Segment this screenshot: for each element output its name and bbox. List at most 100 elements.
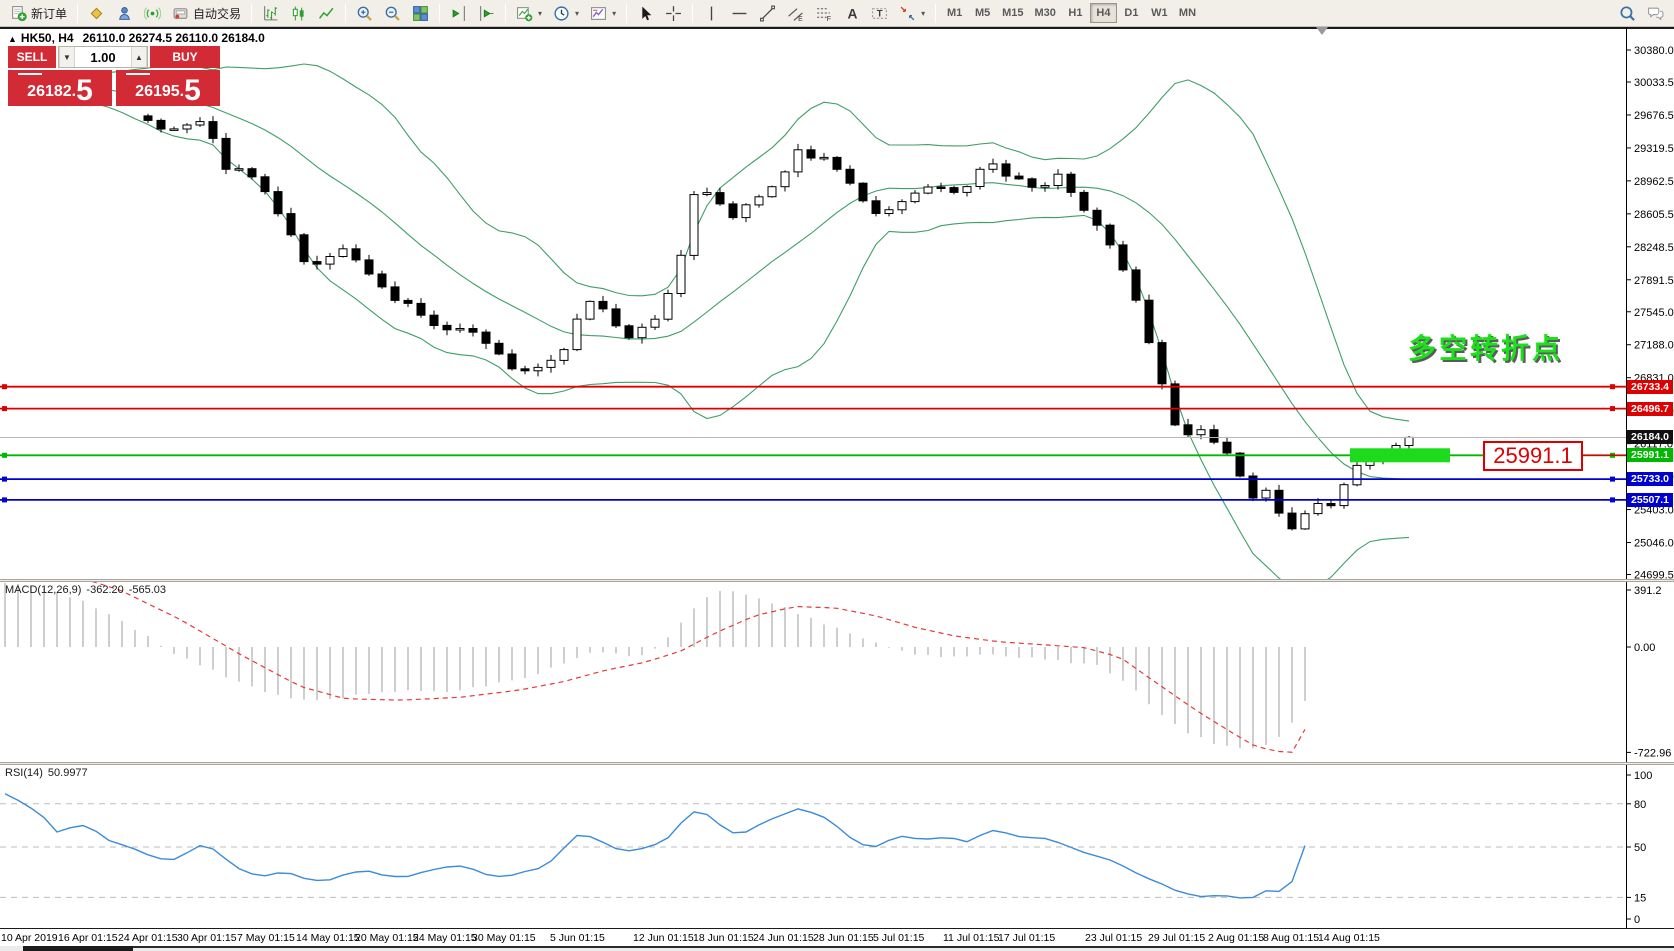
main-chart-canvas[interactable]: 30380.0 30033.5 29676.5 29319.5 28962.5 28605…: [0, 27, 1674, 579]
time-axis-label: 11 Jul 01:15: [943, 932, 1000, 944]
buy-price-display[interactable]: 26195. 5: [116, 70, 220, 106]
axis-price-badge: 26733.4: [1627, 380, 1673, 394]
timeframe-m5-button[interactable]: M5: [969, 3, 996, 23]
templates-button[interactable]: ▾: [585, 2, 621, 24]
svg-text:30380.0: 30380.0: [1634, 45, 1674, 57]
auto-scroll-button[interactable]: [473, 2, 500, 24]
chat-button[interactable]: [1642, 2, 1669, 24]
timeframe-d1-button[interactable]: D1: [1118, 3, 1145, 23]
sell-price-display[interactable]: 26182. 5: [8, 70, 112, 106]
line-chart-button[interactable]: [313, 2, 340, 24]
svg-text:50: 50: [1634, 842, 1646, 854]
svg-text:E: E: [798, 15, 803, 21]
volume-decrease-button[interactable]: ▼: [59, 47, 75, 67]
vertical-line-tool-button[interactable]: [698, 2, 725, 24]
profiles-button[interactable]: [83, 2, 110, 24]
price-callout-box[interactable]: 25991.1: [1483, 441, 1583, 471]
time-axis-label: 29 Jul 01:15: [1148, 932, 1206, 944]
zoom-in-button[interactable]: [351, 2, 378, 24]
one-click-trading-panel: SELL ▼ ▲ BUY 26182.5 26195.5: [8, 46, 220, 106]
timeframe-h4-button[interactable]: H4: [1089, 3, 1117, 23]
timeframe-m30-button[interactable]: M30: [1030, 3, 1061, 23]
bar-chart-button[interactable]: [257, 2, 284, 24]
timeframe-m1-button[interactable]: M1: [941, 3, 968, 23]
svg-text:A: A: [848, 5, 858, 21]
chat-icon: [1647, 5, 1664, 22]
time-axis-label: 24 Apr 01:15: [118, 932, 178, 944]
pane-separator[interactable]: [0, 579, 1674, 582]
text-tool-button[interactable]: A: [838, 2, 865, 24]
chart-shift-button[interactable]: [445, 2, 472, 24]
person-icon: [116, 5, 133, 22]
time-axis-label: 20 May 01:15: [355, 932, 419, 944]
autotrading-button[interactable]: 自动交易: [167, 2, 246, 24]
autoscroll-icon: [478, 5, 495, 22]
chart-window[interactable]: 30380.0 30033.5 29676.5 29319.5 28962.5 28605…: [0, 27, 1674, 951]
svg-text:27545.0: 27545.0: [1634, 307, 1674, 319]
time-axis: 10 Apr 2019 16 Apr 01:15 24 Apr 01:15 30 Ap…: [0, 928, 1674, 946]
volume-stepper[interactable]: ▼ ▲: [58, 46, 148, 68]
timeframe-m15-button[interactable]: M15: [997, 3, 1028, 23]
time-axis-label: 14 May 01:15: [296, 932, 360, 944]
axis-price-badge: 25991.1: [1627, 448, 1673, 462]
market-watch-button[interactable]: [111, 2, 138, 24]
time-axis-label: 14 Aug 01:15: [1318, 932, 1380, 944]
svg-text:25046.0: 25046.0: [1634, 538, 1674, 550]
signal-icon: [144, 5, 162, 22]
svg-text:24699.5: 24699.5: [1634, 570, 1674, 579]
turning-point-annotation: 多空转折点: [1408, 333, 1564, 364]
fibonacci-tool-button[interactable]: F: [810, 2, 837, 24]
label-tool-button[interactable]: T: [866, 2, 893, 24]
channel-icon: E: [787, 5, 804, 22]
rsi-indicator-label: RSI(14) 50.9977: [5, 767, 88, 779]
horizontal-line-tool-button[interactable]: [726, 2, 753, 24]
tile-windows-button[interactable]: [407, 2, 434, 24]
new-order-button[interactable]: 新订单: [5, 2, 72, 24]
arrows-tool-button[interactable]: ▾: [894, 2, 930, 24]
svg-text:80: 80: [1634, 799, 1646, 811]
time-axis-label: 17 Jul 01:15: [998, 932, 1056, 944]
window-marker-icon: ▲: [8, 34, 17, 44]
cursor-tool-button[interactable]: [632, 2, 659, 24]
periods-button[interactable]: ▾: [548, 2, 584, 24]
buy-button[interactable]: BUY: [150, 46, 220, 68]
new-chart-button[interactable]: ▾: [511, 2, 547, 24]
timeframe-w1-button[interactable]: W1: [1146, 3, 1173, 23]
time-axis-label: 10 Apr 2019: [1, 932, 58, 944]
macd-pane-canvas[interactable]: 391.2 0.00 -722.96: [0, 582, 1674, 762]
volume-increase-button[interactable]: ▲: [131, 47, 147, 67]
toolbar-separator: [439, 3, 441, 23]
dropdown-arrow-icon: ▾: [921, 8, 926, 18]
toolbar-separator: [77, 3, 79, 23]
svg-text:29319.5: 29319.5: [1634, 143, 1674, 155]
volume-input[interactable]: [75, 47, 131, 67]
crosshair-tool-button[interactable]: [660, 2, 687, 24]
linechart-icon: [318, 5, 335, 22]
trend-icon: [759, 5, 776, 22]
svg-text:28605.5: 28605.5: [1634, 209, 1674, 221]
toolbar-separator: [345, 3, 347, 23]
channel-tool-button[interactable]: E: [782, 2, 809, 24]
svg-text:30033.5: 30033.5: [1634, 77, 1674, 89]
pane-separator[interactable]: [0, 762, 1674, 765]
timeframe-h1-button[interactable]: H1: [1062, 3, 1089, 23]
price-dash-icon: [18, 73, 42, 75]
trendline-tool-button[interactable]: [754, 2, 781, 24]
hline-icon: [731, 5, 748, 22]
search-button[interactable]: [1614, 2, 1641, 24]
rsi-pane-canvas[interactable]: 100 80 50 15 0: [0, 765, 1674, 928]
fibo-icon: F: [815, 5, 832, 22]
timeframe-mn-button[interactable]: MN: [1174, 3, 1201, 23]
zoom-out-button[interactable]: [379, 2, 406, 24]
sell-button[interactable]: SELL: [8, 46, 56, 68]
signals-button[interactable]: [139, 2, 166, 24]
window-bottom-edge: [0, 946, 1674, 951]
svg-text:15: 15: [1634, 892, 1646, 904]
sell-price-frac: 5: [76, 73, 93, 107]
buy-price-frac: 5: [184, 73, 201, 107]
candlestick-chart-button[interactable]: [285, 2, 312, 24]
autotrade-icon: [172, 5, 189, 22]
chart-shift-marker-icon[interactable]: [1316, 27, 1328, 35]
sell-price-main: 26182: [27, 83, 72, 100]
svg-text:25403.0: 25403.0: [1634, 505, 1674, 517]
